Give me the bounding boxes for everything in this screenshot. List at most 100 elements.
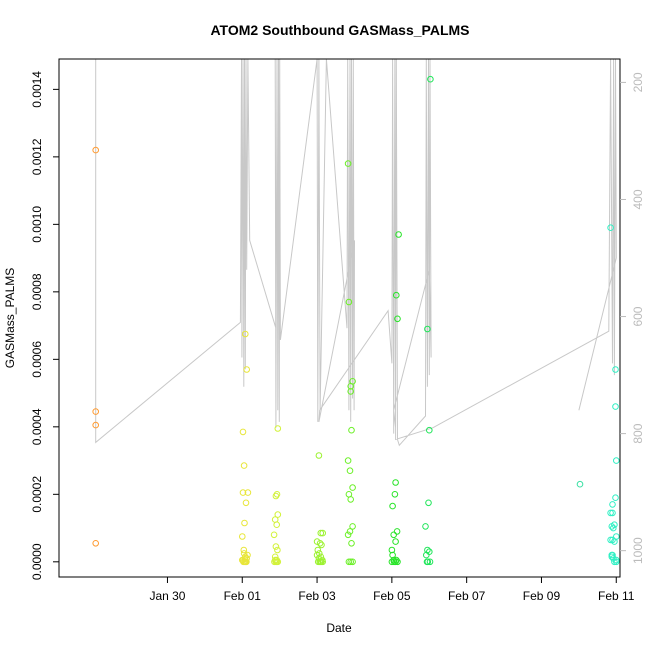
data-point-flight-1-2 (92, 421, 99, 429)
data-point-flight-3-7 (272, 543, 280, 550)
x-axis: Jan 30 Feb 01 Feb 03 Feb 05 Feb 07 Feb 09 Feb … (149, 576, 635, 603)
data-point-flight-2-4 (244, 489, 252, 496)
data-point-flight-4-5 (318, 541, 325, 549)
data-point-flight-5-17 (347, 558, 355, 566)
data-point-flight-7-10 (423, 558, 431, 566)
data-point-flight-5-3 (349, 378, 356, 385)
data-point-flight-9-21 (613, 558, 620, 566)
data-point-flight-2-0 (239, 428, 247, 436)
data-point-flight-6-15 (394, 558, 401, 566)
x-tick-label-0: Jan 30 (149, 589, 185, 603)
pressure-trace-line (95, 58, 617, 447)
data-point-flight-9-7 (609, 509, 616, 517)
data-point-flight-2-8 (239, 533, 246, 540)
data-point-flight-6-2 (394, 315, 401, 323)
data-point-flight-2-16 (240, 550, 248, 557)
y-axis-label: GASMass_PALMS (3, 268, 17, 368)
x-tick-label-1: Feb 01 (224, 589, 262, 603)
data-point-flight-1-0 (92, 146, 99, 154)
data-point-flight-4-1 (317, 529, 325, 537)
data-point-flight-7-2 (426, 426, 433, 434)
data-point-flight-5-12 (346, 528, 354, 535)
data-point-flight-3-15 (273, 558, 281, 566)
data-point-flight-5-14 (348, 540, 355, 547)
data-point-flight-5-11 (349, 523, 356, 530)
data-point-flight-9-5 (609, 501, 616, 508)
data-point-flight-5-5 (348, 426, 355, 434)
y-tick-label-0: 0.0000 (30, 543, 44, 580)
y-tick-label-6: 0.0012 (30, 138, 44, 175)
data-point-flight-5-13 (344, 531, 352, 539)
data-point-flight-5-1 (345, 298, 353, 306)
data-point-flight-7-9 (426, 558, 434, 566)
x-tick-label-6: Feb 11 (598, 589, 635, 603)
data-point-flight-6-8 (392, 538, 399, 545)
data-point-flight-9-1 (612, 366, 619, 373)
data-point-flight-9-10 (610, 524, 617, 532)
data-point-flight-2-7 (241, 519, 248, 527)
y-axis: 0.0000 0.0002 0.0004 0.0006 0.0008 0.0010 0.00… (30, 71, 59, 580)
y2-tick-label-0: 200 (631, 72, 645, 92)
data-point-flight-3-14 (271, 556, 279, 564)
data-point-flight-3-6 (270, 531, 278, 539)
data-point-flight-3-1 (273, 491, 281, 498)
y-tick-label-5: 0.0010 (30, 206, 44, 243)
data-point-flight-8-0 (576, 480, 584, 488)
data-point-flight-3-8 (274, 546, 281, 554)
data-point-flight-1-3 (92, 540, 99, 547)
data-point-flight-9-12 (607, 536, 614, 544)
data-point-flight-2-9 (240, 546, 248, 554)
pressure-trace-layer (95, 58, 617, 447)
x-tick-label-5: Feb 09 (523, 589, 561, 603)
y-tick-label-2: 0.0004 (30, 408, 44, 445)
chart-title: ATOM2 Southbound GASMass_PALMS (210, 22, 469, 38)
data-point-flight-6-7 (390, 531, 398, 539)
data-point-flight-6-14 (392, 558, 399, 566)
data-point-flight-2-2 (242, 330, 249, 338)
data-point-flight-3-0 (274, 425, 282, 432)
data-point-flight-3-5 (273, 521, 281, 529)
data-point-flight-4-4 (316, 540, 324, 547)
data-point-flight-5-0 (344, 160, 352, 167)
x-tick-label-2: Feb 03 (298, 589, 336, 603)
data-point-flight-7-3 (425, 499, 432, 507)
data-point-flight-2-3 (243, 366, 250, 373)
data-point-flight-6-6 (393, 528, 401, 535)
data-point-flight-7-0 (427, 75, 434, 83)
y2-tick-label-4: 1000 (631, 537, 645, 564)
x-tick-label-4: Feb 07 (448, 589, 486, 603)
y2-tick-label-1: 400 (631, 189, 645, 209)
data-point-flight-5-15 (349, 558, 356, 566)
data-point-flight-2-11 (243, 555, 250, 562)
data-point-flight-9-18 (611, 558, 618, 566)
y-tick-label-7: 0.0014 (30, 71, 44, 108)
data-point-flight-9-14 (611, 538, 618, 545)
data-point-flight-3-2 (272, 492, 280, 500)
data-point-flight-4-0 (315, 452, 323, 459)
data-point-flight-5-16 (345, 558, 353, 566)
data-point-flight-6-0 (395, 231, 402, 238)
data-point-flight-4-14 (315, 555, 323, 562)
right-pressure-axis: 200 400 600 800 1000 (620, 72, 645, 564)
data-point-flight-9-20 (609, 551, 616, 559)
data-point-flight-5-7 (346, 467, 354, 475)
data-point-flight-9-13 (609, 536, 616, 544)
data-point-flight-2-21 (241, 555, 249, 562)
y-tick-label-1: 0.0002 (30, 476, 44, 513)
x-axis-label: Date (326, 621, 352, 635)
y2-tick-label-2: 600 (631, 306, 645, 326)
data-point-flight-2-19 (243, 558, 250, 566)
data-point-flight-9-4 (612, 494, 619, 502)
data-point-flight-6-5 (391, 491, 399, 498)
data-point-flight-5-6 (344, 457, 352, 464)
data-point-flight-2-20 (240, 558, 247, 566)
data-point-flight-6-3 (392, 479, 399, 486)
data-point-flight-6-4 (389, 502, 396, 510)
data-point-flight-1-1 (92, 408, 99, 415)
data-point-flight-3-3 (274, 511, 282, 518)
data-point-flight-7-7 (423, 551, 430, 559)
data-point-flight-2-6 (242, 499, 250, 507)
y2-tick-label-3: 800 (631, 423, 645, 443)
data-point-flight-4-13 (313, 551, 321, 559)
